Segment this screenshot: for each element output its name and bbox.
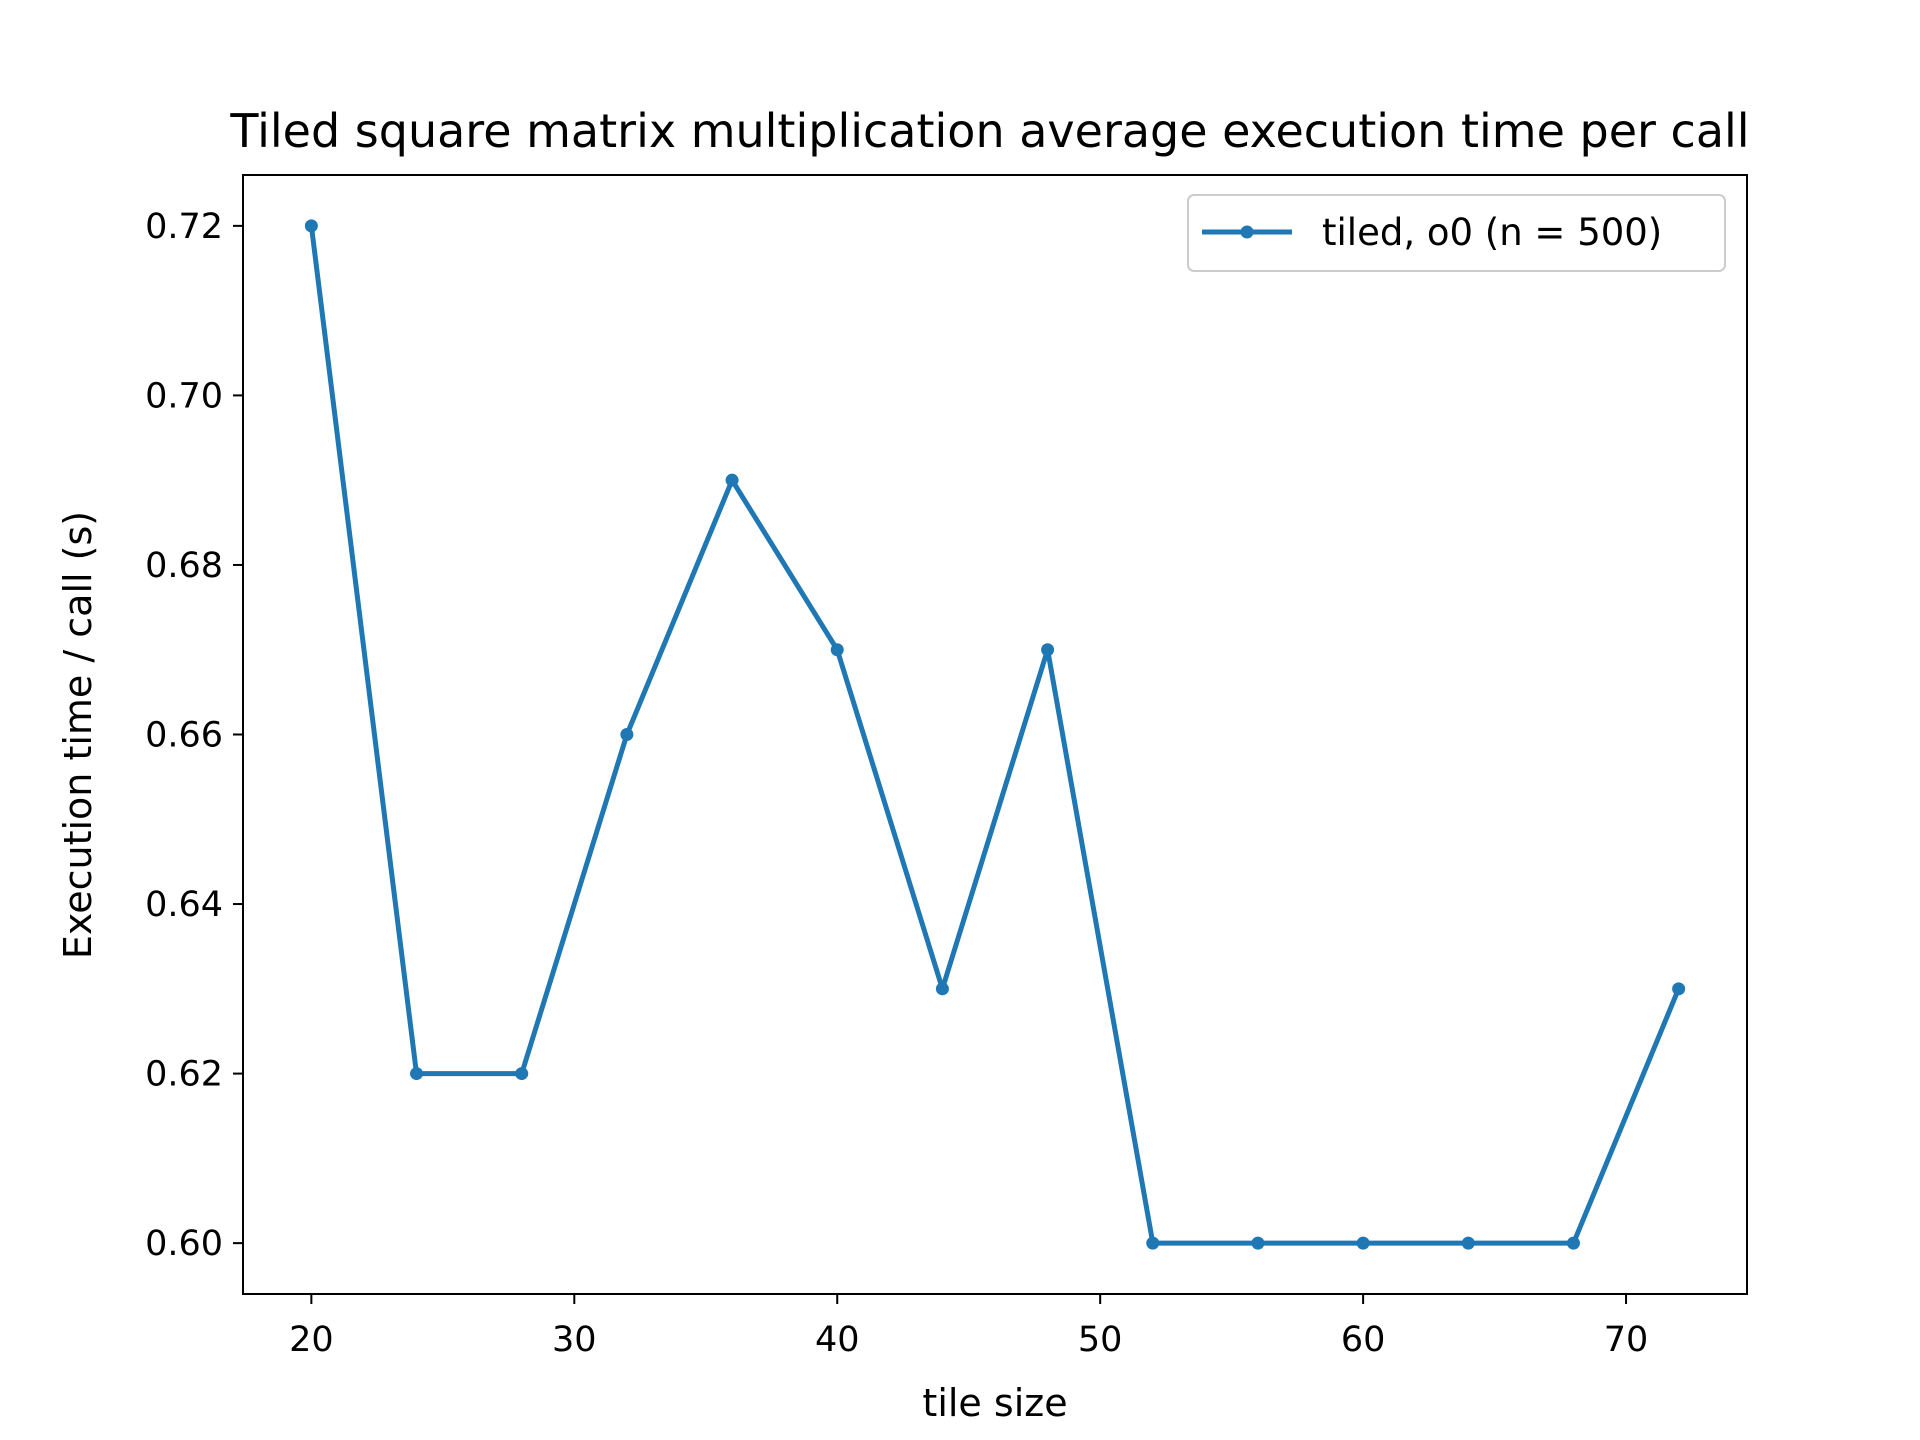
data-point bbox=[935, 982, 949, 996]
y-tick-label: 0.70 bbox=[145, 376, 223, 416]
chart-title: Tiled square matrix multiplication avera… bbox=[229, 104, 1749, 158]
y-axis-ticks: 0.60 0.62 0.64 0.66 0.68 0.70 0.72 bbox=[145, 207, 243, 1264]
x-tick-label: 60 bbox=[1341, 1320, 1386, 1360]
legend-frame bbox=[1187, 194, 1726, 272]
legend-marker-swatch bbox=[1240, 225, 1254, 239]
x-tick-label: 40 bbox=[815, 1320, 860, 1360]
x-tick-label: 20 bbox=[289, 1320, 334, 1360]
data-point bbox=[1251, 1236, 1265, 1250]
y-tick-label: 0.66 bbox=[145, 716, 223, 756]
x-tick-label: 50 bbox=[1078, 1320, 1123, 1360]
data-point bbox=[1461, 1236, 1475, 1250]
y-tick-label: 0.64 bbox=[145, 885, 223, 925]
y-tick-label: 0.72 bbox=[145, 207, 223, 247]
data-point bbox=[830, 643, 844, 657]
data-point bbox=[1146, 1236, 1160, 1250]
y-axis-label: Execution time / call (s) bbox=[56, 511, 100, 959]
data-point bbox=[1356, 1236, 1370, 1250]
data-point bbox=[1041, 643, 1055, 657]
x-axis-ticks: 20 30 40 50 60 70 bbox=[289, 1294, 1648, 1360]
y-tick-label: 0.62 bbox=[145, 1055, 223, 1095]
data-point bbox=[304, 219, 318, 233]
data-point bbox=[620, 728, 634, 741]
data-point bbox=[410, 1067, 424, 1081]
y-tick-label: 0.68 bbox=[145, 546, 223, 586]
legend-entry-label: tiled, o0 (n = 500) bbox=[1322, 211, 1662, 254]
x-axis-label: tile size bbox=[922, 1381, 1067, 1425]
x-tick-label: 70 bbox=[1604, 1320, 1649, 1360]
data-point bbox=[1566, 1236, 1580, 1250]
y-tick-label: 0.60 bbox=[145, 1224, 223, 1264]
data-point bbox=[515, 1067, 529, 1081]
x-tick-label: 30 bbox=[552, 1320, 597, 1360]
legend: tiled, o0 (n = 500) bbox=[1187, 194, 1726, 272]
series-line bbox=[308, 223, 1682, 1246]
plot-area bbox=[242, 174, 1748, 1295]
data-point bbox=[725, 473, 739, 487]
series-layer bbox=[304, 219, 1686, 1250]
data-point bbox=[1672, 982, 1686, 996]
